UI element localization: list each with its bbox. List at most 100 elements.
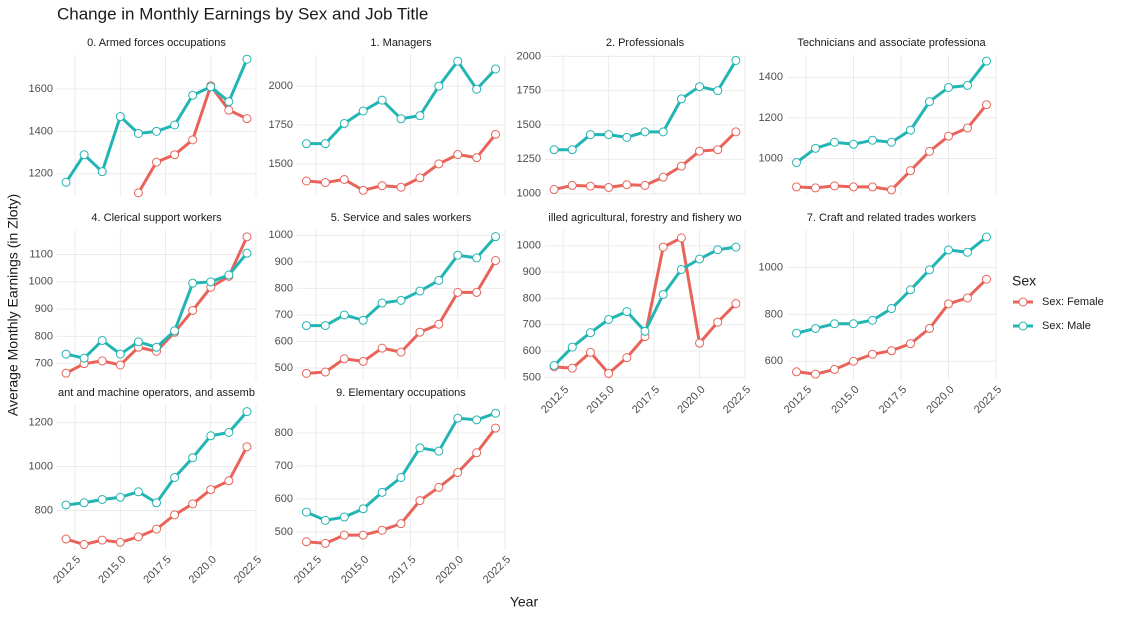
data-point bbox=[415, 286, 425, 296]
data-point bbox=[658, 289, 668, 299]
data-point bbox=[695, 338, 705, 348]
y-tick-label: 900 bbox=[35, 303, 53, 315]
data-point bbox=[320, 515, 330, 525]
y-tick-label: 600 bbox=[275, 493, 293, 505]
data-point bbox=[731, 127, 741, 137]
data-point bbox=[982, 56, 991, 66]
data-point bbox=[152, 342, 161, 352]
data-point bbox=[61, 534, 71, 544]
data-point bbox=[925, 265, 934, 275]
data-point bbox=[944, 299, 953, 309]
data-point bbox=[61, 500, 71, 510]
data-point bbox=[713, 245, 723, 255]
facet-title: illed agricultural, forestry and fishery… bbox=[548, 212, 741, 224]
data-point bbox=[188, 305, 198, 315]
facet-title: 2. Professionals bbox=[606, 37, 685, 49]
data-point bbox=[453, 56, 463, 66]
data-point bbox=[792, 328, 801, 338]
data-point bbox=[339, 512, 349, 522]
y-tick-label: 1100 bbox=[29, 248, 53, 260]
y-tick-label: 1000 bbox=[517, 188, 541, 200]
facet-title: 5. Service and sales workers bbox=[331, 212, 472, 224]
data-point bbox=[377, 298, 387, 308]
legend-title: Sex bbox=[1012, 273, 1036, 289]
data-point bbox=[567, 363, 577, 373]
data-point bbox=[622, 132, 632, 142]
data-point bbox=[170, 473, 180, 482]
data-point bbox=[396, 347, 406, 357]
data-point bbox=[358, 185, 368, 195]
data-point bbox=[849, 182, 858, 192]
data-point bbox=[115, 492, 125, 502]
data-point bbox=[585, 347, 595, 357]
data-point bbox=[242, 114, 252, 124]
data-point bbox=[61, 368, 71, 378]
data-point bbox=[491, 64, 501, 74]
y-tick-label: 1400 bbox=[759, 71, 783, 83]
data-point bbox=[453, 413, 463, 423]
data-point bbox=[982, 274, 991, 284]
data-point bbox=[944, 131, 953, 141]
facet-title: Technicians and associate professiona bbox=[797, 37, 986, 49]
data-point bbox=[242, 407, 252, 417]
y-tick-label: 700 bbox=[35, 358, 53, 370]
data-point bbox=[982, 100, 991, 110]
data-point bbox=[242, 54, 252, 64]
data-point bbox=[658, 242, 668, 252]
y-tick-label: 700 bbox=[275, 460, 293, 472]
data-point bbox=[811, 143, 820, 153]
data-point bbox=[79, 150, 89, 160]
data-point bbox=[491, 423, 501, 433]
data-point bbox=[731, 242, 741, 252]
data-point bbox=[320, 321, 330, 331]
data-point bbox=[224, 97, 234, 107]
data-point bbox=[97, 167, 107, 177]
data-point bbox=[472, 153, 482, 163]
data-point bbox=[188, 453, 198, 463]
y-tick-label: 800 bbox=[275, 427, 293, 439]
x-tick-label: 2022.5 bbox=[721, 384, 753, 416]
data-point bbox=[188, 90, 198, 100]
data-point bbox=[206, 431, 216, 441]
data-point bbox=[830, 181, 839, 191]
data-point bbox=[224, 476, 234, 486]
legend-marker bbox=[1018, 321, 1028, 331]
y-tick-label: 500 bbox=[275, 526, 293, 538]
data-point bbox=[170, 326, 180, 336]
data-point bbox=[224, 270, 234, 280]
data-point bbox=[133, 487, 143, 497]
data-point bbox=[206, 82, 216, 92]
data-point bbox=[115, 537, 125, 547]
y-tick-label: 1200 bbox=[759, 112, 783, 124]
y-tick-label: 1500 bbox=[517, 119, 541, 131]
data-point bbox=[453, 250, 463, 260]
x-tick-label: 2020.0 bbox=[187, 554, 219, 586]
y-tick-label: 1000 bbox=[269, 229, 293, 241]
data-point bbox=[396, 114, 406, 124]
data-point bbox=[549, 185, 559, 195]
data-point bbox=[224, 105, 234, 115]
x-tick-label: 2022.5 bbox=[972, 384, 1004, 416]
series-line bbox=[796, 235, 988, 335]
data-point bbox=[320, 538, 330, 548]
data-point bbox=[676, 233, 686, 243]
data-point bbox=[567, 180, 577, 190]
data-point bbox=[339, 118, 349, 128]
data-point bbox=[79, 498, 89, 508]
data-point bbox=[206, 485, 216, 495]
x-tick-label: 2015.0 bbox=[339, 554, 371, 586]
data-point bbox=[963, 123, 972, 133]
facet-title: ant and machine operators, and assemb bbox=[58, 387, 255, 399]
x-tick-label: 2020.0 bbox=[924, 384, 956, 416]
y-tick-label: 700 bbox=[275, 309, 293, 321]
data-point bbox=[963, 293, 972, 303]
data-point bbox=[170, 120, 180, 130]
data-point bbox=[339, 354, 349, 364]
data-point bbox=[676, 94, 686, 104]
facet-title: 7. Craft and related trades workers bbox=[807, 212, 977, 224]
data-point bbox=[640, 127, 650, 137]
data-point bbox=[830, 364, 839, 374]
data-point bbox=[242, 442, 252, 452]
data-point bbox=[849, 139, 858, 149]
data-point bbox=[133, 128, 143, 138]
